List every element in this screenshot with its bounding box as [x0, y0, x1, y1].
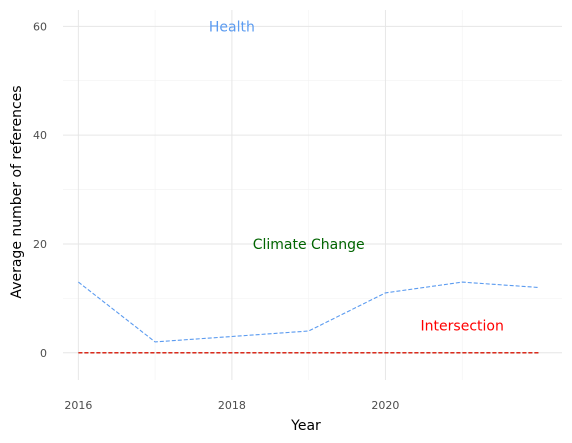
annotation-label: Climate Change	[253, 237, 365, 253]
series-layer	[78, 281, 540, 354]
series-line-health	[78, 281, 540, 343]
x-tick-label: 2020	[371, 399, 399, 412]
x-tick-label: 2016	[64, 399, 92, 412]
y-tick-label: 20	[33, 238, 47, 251]
x-tick-label: 2018	[218, 399, 246, 412]
series-annotations: Health Climate Change Intersection	[209, 19, 504, 334]
y-tick-label: 40	[33, 129, 47, 142]
major-grid	[63, 10, 562, 380]
y-tick-label: 0	[40, 347, 47, 360]
y-tick-labels: 0 20 40 60	[33, 20, 47, 359]
y-axis-title: Average number of references	[9, 85, 25, 298]
x-tick-labels: 2016 2018 2020	[64, 399, 399, 412]
x-axis-title: Year	[290, 418, 321, 434]
annotation-label: Health	[209, 19, 255, 35]
y-tick-label: 60	[33, 20, 47, 33]
minor-grid	[63, 10, 562, 380]
annotation-label: Intersection	[421, 319, 504, 335]
